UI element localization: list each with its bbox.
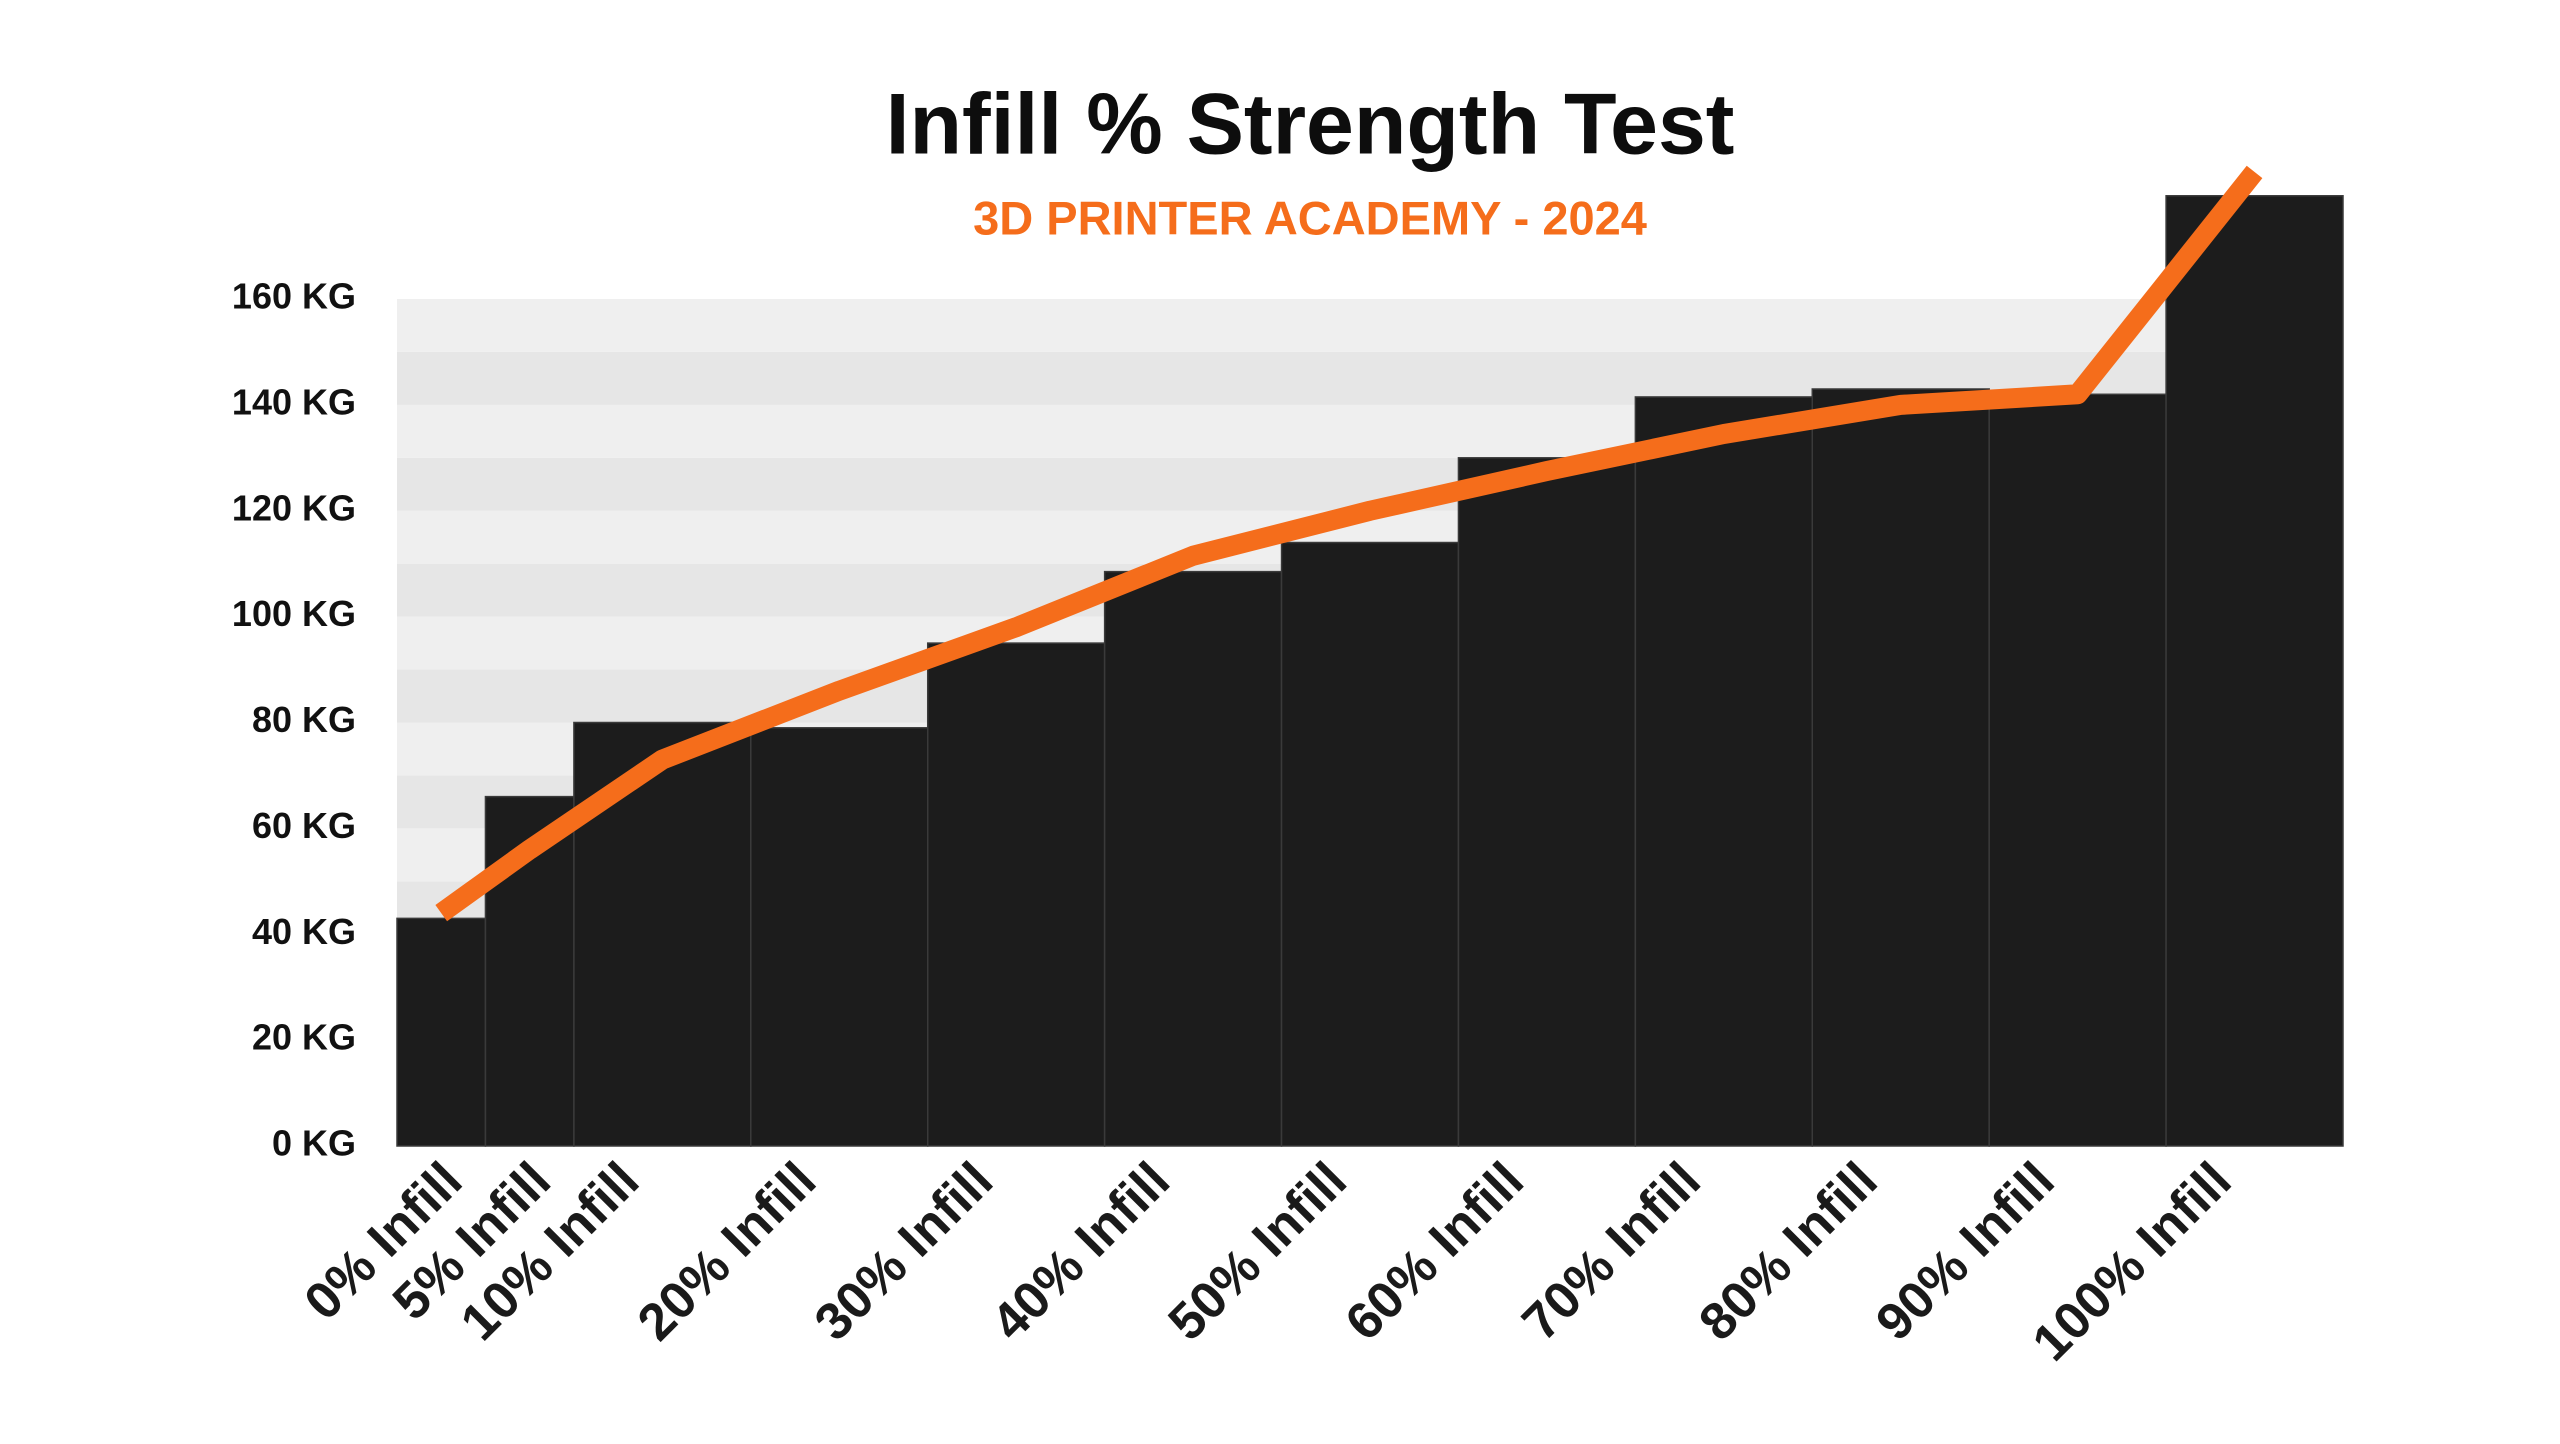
bar — [1634, 396, 1814, 1147]
y-tick-label: 20 KG — [252, 1017, 356, 1058]
y-tick-label: 160 KG — [232, 276, 356, 317]
trend-line — [435, 165, 2263, 922]
bar — [926, 642, 1106, 1147]
chart-subtitle: 3D PRINTER ACADEMY - 2024 — [973, 191, 1647, 244]
grid-band — [397, 299, 2343, 352]
bar — [750, 727, 929, 1147]
bar — [573, 721, 752, 1147]
bar — [396, 917, 487, 1147]
y-tick-label: 60 KG — [252, 805, 356, 846]
chart-title: Infill % Strength Test — [886, 77, 1735, 173]
y-tick-label: 0 KG — [272, 1123, 356, 1164]
y-tick-label: 100 KG — [232, 593, 356, 634]
y-tick-label: 40 KG — [252, 911, 356, 952]
bar — [1103, 570, 1283, 1147]
y-tick-label: 80 KG — [252, 699, 356, 740]
y-tick-label: 140 KG — [232, 381, 356, 422]
bar — [1811, 388, 1990, 1147]
bar — [1988, 393, 2167, 1147]
bar — [1280, 541, 1460, 1147]
y-tick-label: 120 KG — [232, 487, 356, 528]
bar — [1457, 457, 1637, 1147]
bar — [2165, 195, 2344, 1147]
